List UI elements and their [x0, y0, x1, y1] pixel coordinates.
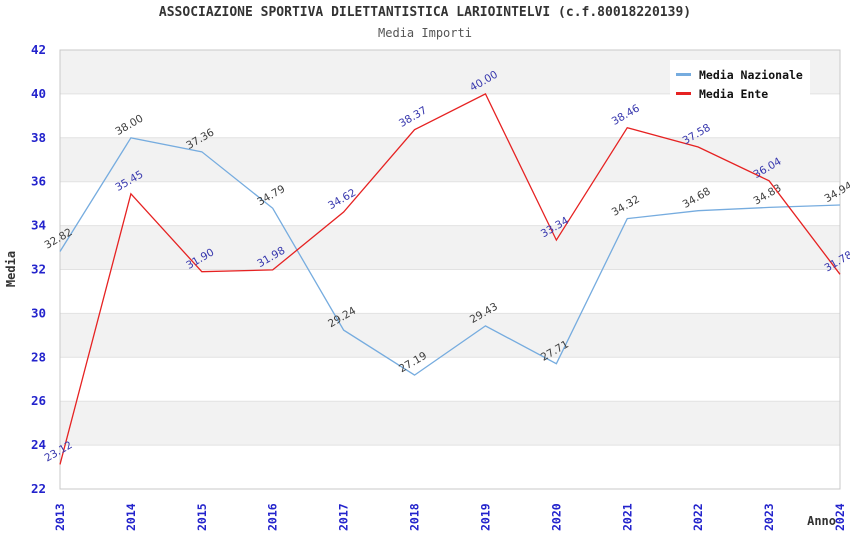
plot-border	[59, 49, 841, 490]
data-point-label: 34.32	[610, 193, 642, 218]
y-tick-label: 34	[31, 218, 46, 233]
data-point-label: 23.12	[42, 439, 74, 464]
data-point-label: 34.83	[752, 182, 784, 207]
x-axis-title: Anno	[807, 514, 836, 528]
y-tick-label: 38	[31, 130, 46, 145]
legend: Media Nazionale Media Ente	[670, 60, 810, 108]
y-tick-label: 42	[31, 42, 46, 57]
grid-band	[60, 137, 840, 182]
y-axis-title: Media	[4, 250, 18, 288]
legend-label: Media Ente	[699, 86, 769, 101]
x-tick-label: 2021	[620, 503, 634, 531]
grid-band	[60, 225, 840, 270]
y-tick-label: 26	[31, 393, 46, 408]
chart-title: ASSOCIAZIONE SPORTIVA DILETTANTISTICA LA…	[158, 5, 692, 20]
x-tick-label: 2016	[266, 503, 280, 531]
x-tick-label: 2020	[549, 503, 563, 531]
x-tick-label: 2022	[691, 503, 705, 531]
series-line-media-nazionale	[59, 137, 841, 376]
data-point-label: 34.79	[255, 183, 287, 208]
data-point-label: 34.62	[326, 187, 358, 212]
y-tick-label: 32	[31, 262, 46, 277]
x-tick-label: 2018	[408, 503, 422, 531]
y-tick-label: 22	[31, 481, 46, 496]
legend-label: Media Nazionale	[699, 67, 803, 82]
y-tick-label: 28	[31, 349, 46, 364]
legend-item-media-ente: Media Ente	[676, 84, 810, 103]
data-point-label: 38.46	[610, 102, 642, 128]
x-tick-label: 2024	[833, 503, 847, 531]
y-tick-label: 30	[31, 305, 46, 320]
x-tick-label: 2023	[762, 503, 776, 531]
legend-line-swatch-nazionale	[676, 73, 691, 76]
grid-band	[60, 401, 840, 446]
y-tick-label: 36	[31, 174, 46, 189]
data-point-label: 38.00	[113, 112, 145, 137]
series-line-media-ente	[59, 93, 841, 465]
data-point-label: 34.94	[822, 179, 850, 205]
y-tick-label: 40	[31, 86, 46, 101]
y-tick-label: 24	[31, 437, 46, 452]
x-tick-label: 2017	[337, 503, 351, 531]
data-point-label: 34.68	[681, 185, 713, 210]
x-tick-label: 2014	[124, 503, 138, 531]
x-tick-label: 2019	[478, 503, 492, 531]
x-tick-label: 2013	[53, 503, 67, 531]
chart-subtitle: Media Importi	[378, 26, 472, 40]
data-point-label: 38.37	[397, 104, 429, 129]
legend-line-swatch-ente	[676, 92, 691, 95]
legend-item-media-nazionale: Media Nazionale	[676, 65, 810, 84]
x-tick-label: 2015	[195, 503, 209, 531]
